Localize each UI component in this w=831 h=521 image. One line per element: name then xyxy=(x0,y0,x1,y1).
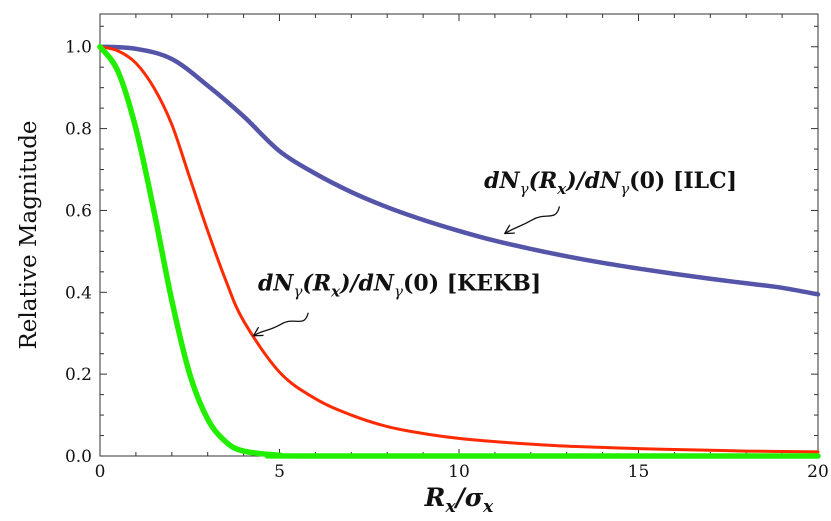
annotation-arrow-kekb xyxy=(254,312,309,336)
x-tick-label: 20 xyxy=(807,462,829,482)
annotation-kekb: dNγ(Rx)/dNγ(0) [KEKB] xyxy=(258,270,541,300)
x-tick-label: 0 xyxy=(95,462,106,482)
axis-ticks: 0 5 10 15 20 0.0 0.2 0.4 0.6 0.8 1.0 xyxy=(65,14,829,482)
y-tick-label: 0.4 xyxy=(65,283,92,303)
y-tick-label: 1.0 xyxy=(65,38,92,58)
series-line-ilc xyxy=(97,44,821,297)
series-line-green xyxy=(97,43,821,459)
annotation-arrow-ilc xyxy=(506,206,561,233)
annotations-group: dNγ(Rx)/dNγ(0) [ILC] dNγ(Rx)/dNγ(0) [KEKB… xyxy=(254,168,737,335)
x-axis-title: Rx/σx xyxy=(424,483,495,517)
y-axis-title: Relative Magnitude xyxy=(16,120,42,349)
annotation-ilc: dNγ(Rx)/dNγ(0) [ILC] xyxy=(484,168,737,198)
x-tick-label: 15 xyxy=(628,462,650,482)
y-tick-label: 0.8 xyxy=(65,120,92,140)
series-group xyxy=(97,43,821,459)
series-line-kekb xyxy=(98,45,820,454)
x-tick-label: 10 xyxy=(448,462,470,482)
x-tick-label: 5 xyxy=(274,462,285,482)
y-tick-label: 0.2 xyxy=(65,365,92,385)
y-tick-label: 0.0 xyxy=(65,447,92,467)
y-tick-label: 0.6 xyxy=(65,201,92,221)
